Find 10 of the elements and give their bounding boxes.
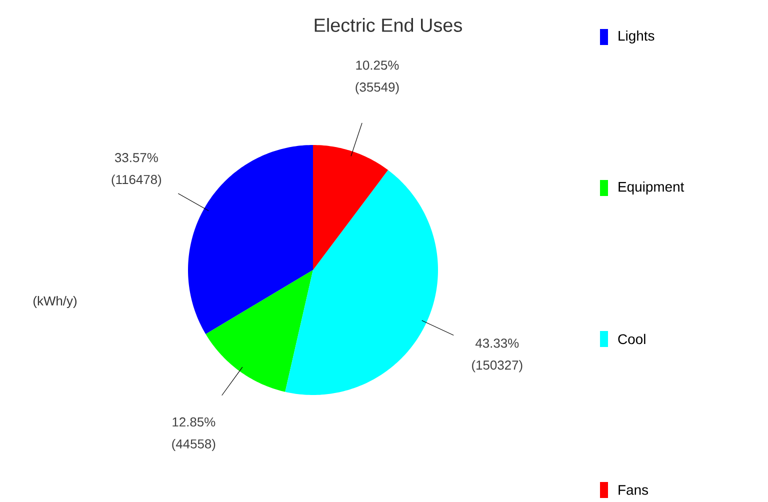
text: (kWh/y) xyxy=(33,296,77,308)
legend-label: Cool xyxy=(618,334,646,344)
legend-label: Lights xyxy=(618,30,654,44)
legend-label: Fans xyxy=(618,485,648,495)
data-label: 43.33% (150327) xyxy=(472,338,522,372)
data-label: 12.85% (44558) xyxy=(172,417,216,452)
chart-title: Electric End Uses xyxy=(314,18,462,32)
data-label: 10.25% (35549) xyxy=(356,60,399,94)
data-label: 33.57% (116478) xyxy=(112,153,162,187)
legend-label: Equipment xyxy=(618,181,684,194)
